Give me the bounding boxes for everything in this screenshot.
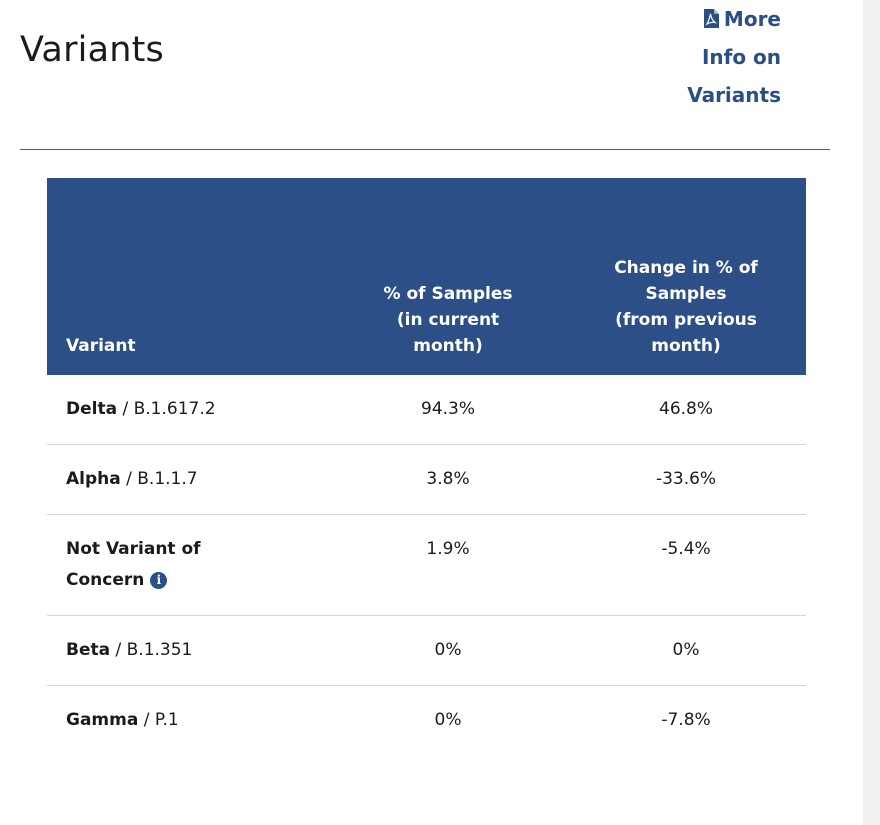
cell-pct: 0% (330, 615, 567, 686)
more-info-text-1: More (723, 7, 781, 31)
header-pct-line-3: month) (413, 336, 483, 356)
cell-variant: Delta / B.1.617.2 (47, 375, 331, 445)
variant-lineage: / P.1 (138, 710, 179, 730)
cell-change: -5.4% (566, 514, 806, 616)
more-info-line-2: Info on (701, 45, 781, 69)
cell-pct: 94.3% (330, 375, 567, 445)
more-info-line-1: More (648, 0, 781, 38)
header-change-line-2: Samples (645, 284, 727, 304)
table-row-alpha: Alpha / B.1.1.7 3.8% -33.6% (47, 444, 806, 515)
header-change-line-1: Change in % of (614, 258, 758, 278)
pdf-icon (703, 9, 719, 28)
info-icon[interactable]: i (150, 572, 168, 589)
cell-pct: 0% (434, 710, 462, 730)
page-title: Variants (20, 30, 164, 70)
header-variant: Variant (47, 178, 331, 375)
header-change-line-3: (from previous (615, 310, 757, 330)
table-header: Variant % of Samples (in current month) … (47, 178, 806, 375)
variant-name-line-1: Not Variant of (66, 539, 201, 559)
cell-change: 0% (566, 615, 806, 686)
scrollbar-track[interactable] (863, 0, 880, 825)
variant-name: Beta (66, 640, 111, 660)
variant-name-line-2-wrap: Concern i (66, 565, 329, 596)
header-change-pct: Change in % of Samples (from previous mo… (566, 178, 806, 375)
variant-name: Gamma (66, 710, 139, 730)
table-row-not-variant-of-concern: Not Variant of Concern i 1.9% -5.4% (47, 514, 806, 616)
cell-pct: 3.8% (330, 444, 567, 515)
cell-pct: 1.9% (330, 514, 567, 616)
header-pct-line-1: % of Samples (383, 284, 513, 304)
title-divider (20, 149, 830, 150)
more-info-line-3: Variants (687, 83, 781, 107)
cell-variant: Not Variant of Concern i (47, 514, 331, 616)
variant-lineage: / B.1.1.7 (120, 469, 198, 489)
table-row-beta: Beta / B.1.351 0% 0% (47, 615, 806, 686)
variant-name: Delta (66, 399, 118, 419)
cell-change: -7.8% (661, 710, 711, 730)
header-pct-samples: % of Samples (in current month) (330, 178, 567, 375)
header-row: Variant % of Samples (in current month) … (47, 178, 806, 375)
header-change-line-4: month) (651, 336, 721, 356)
more-info-on-variants-link[interactable]: More Info on Variants (648, 0, 781, 114)
table-body: Delta / B.1.617.2 94.3% 46.8% Alpha / B.… (47, 375, 806, 755)
variant-name-line-2: Concern (66, 570, 145, 590)
variant-name: Alpha (66, 469, 121, 489)
header-pct-line-2: (in current (396, 310, 500, 330)
cell-variant: Gamma / P.1 (47, 686, 330, 756)
variant-lineage: / B.1.617.2 (117, 399, 216, 419)
table-row-delta: Delta / B.1.617.2 94.3% 46.8% (47, 375, 806, 445)
cell-variant: Alpha / B.1.1.7 (47, 444, 331, 515)
cell-change: 46.8% (566, 375, 806, 445)
variants-table: Variant % of Samples (in current month) … (47, 178, 806, 755)
cell-variant: Beta / B.1.351 (47, 615, 331, 686)
variant-lineage: / B.1.351 (110, 640, 193, 660)
table-row-gamma: Gamma / P.1 0% -7.8% (47, 686, 806, 756)
cell-change: -33.6% (566, 444, 806, 515)
